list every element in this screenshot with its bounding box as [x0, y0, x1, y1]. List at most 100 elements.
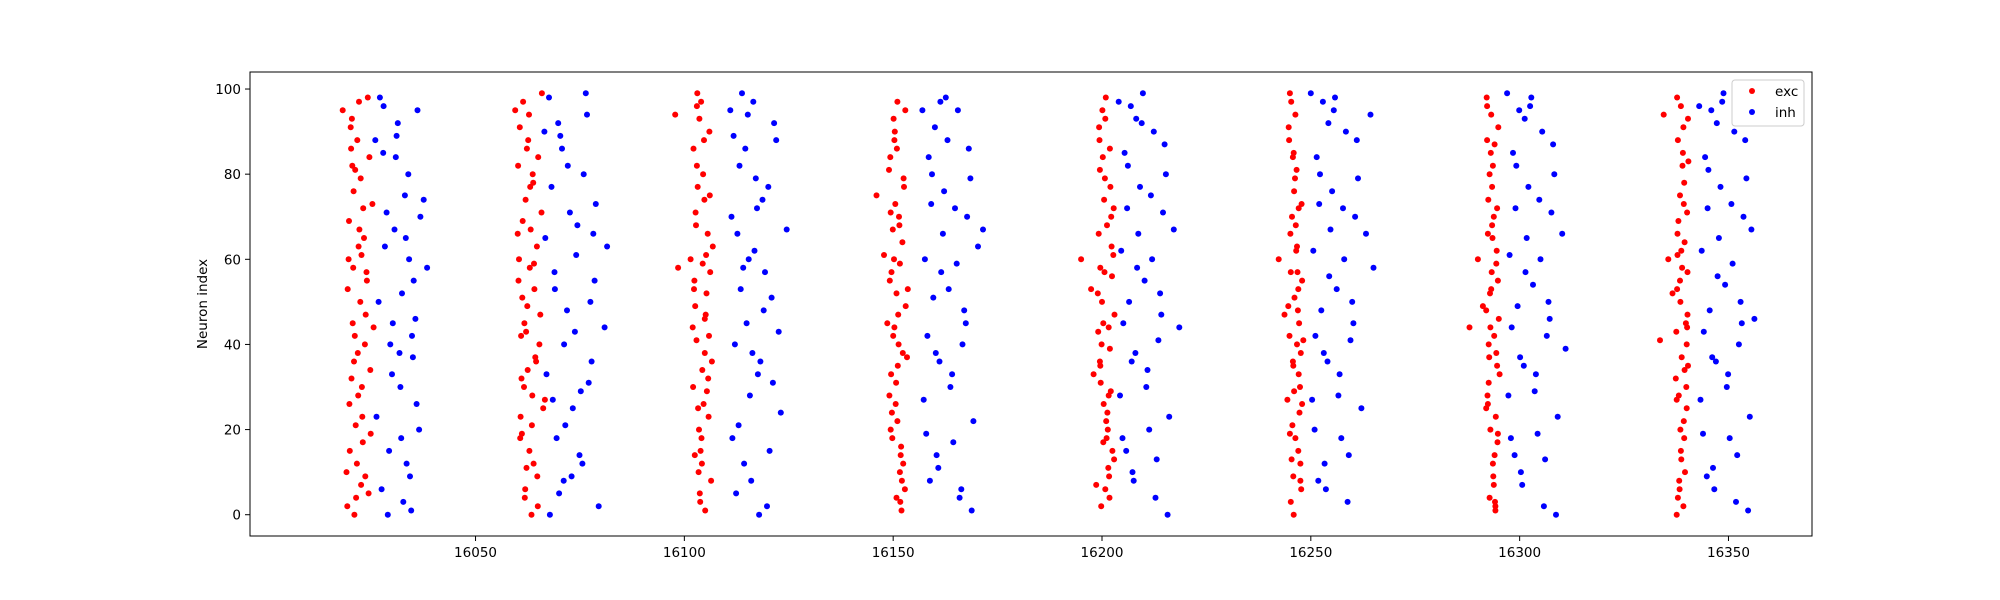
spike-point-inh [1714, 273, 1721, 280]
spike-point-inh [1330, 107, 1337, 114]
spike-point-inh [924, 332, 931, 339]
spike-point-inh [1522, 269, 1529, 276]
spike-point-inh [541, 128, 548, 135]
spike-point-inh [1504, 90, 1511, 97]
spike-point-inh [757, 358, 764, 365]
spike-point-exc [897, 452, 904, 459]
spike-point-exc [699, 367, 706, 373]
spike-point-inh [380, 149, 387, 156]
x-tick-label: 16100 [663, 545, 706, 561]
spike-point-exc [1684, 311, 1691, 318]
spike-point-exc [530, 460, 537, 467]
spike-point-inh [754, 205, 760, 212]
spike-point-exc [1101, 196, 1108, 203]
spike-point-inh [1710, 464, 1716, 471]
spike-point-inh [412, 315, 419, 322]
spike-point-exc [351, 511, 358, 518]
spike-point-inh [777, 409, 784, 416]
spike-point-inh [783, 226, 790, 233]
spike-point-inh [591, 277, 598, 284]
spike-point-exc [1288, 98, 1295, 105]
spike-point-exc [1491, 141, 1498, 148]
spike-point-inh [773, 137, 780, 144]
y-tick-label: 20 [224, 423, 241, 439]
spike-point-exc [672, 111, 679, 118]
spike-point-inh [1160, 209, 1166, 216]
spike-point-inh [380, 103, 387, 110]
spike-point-exc [357, 175, 364, 182]
spike-point-inh [766, 447, 773, 454]
spike-point-inh [756, 511, 763, 518]
spike-point-inh [1709, 354, 1716, 361]
spike-point-inh [400, 498, 407, 505]
spike-point-exc [529, 392, 536, 399]
spike-point-exc [896, 213, 902, 220]
spike-point-exc [1681, 435, 1688, 442]
spike-point-exc [1685, 362, 1691, 369]
spike-point-exc [352, 422, 359, 429]
spike-point-exc [361, 341, 368, 348]
spike-point-exc [541, 396, 548, 403]
spike-point-exc [693, 103, 700, 110]
spike-point-inh [925, 154, 932, 161]
spike-point-exc [1495, 124, 1502, 131]
spike-point-exc [1479, 303, 1486, 310]
spike-point-exc [1099, 298, 1105, 305]
spike-point-inh [1349, 298, 1356, 305]
spike-point-inh [1517, 354, 1524, 361]
spike-point-inh [1737, 298, 1744, 305]
spike-point-exc [708, 477, 715, 484]
spike-point-exc [1110, 252, 1117, 258]
spike-point-exc [358, 384, 365, 390]
spike-point-exc [1685, 158, 1692, 165]
spike-point-inh [1333, 286, 1340, 293]
spike-point-exc [891, 324, 898, 331]
spike-point-exc [691, 286, 697, 293]
spike-point-inh [936, 358, 943, 365]
spike-point-inh [1141, 277, 1148, 284]
spike-point-exc [892, 201, 899, 207]
x-tick-label: 16200 [1081, 545, 1124, 561]
spike-point-exc [369, 201, 376, 207]
spike-point-exc [1100, 439, 1107, 446]
spike-point-exc [1484, 392, 1491, 399]
spike-point-inh [752, 175, 759, 182]
spike-point-exc [1678, 354, 1685, 361]
spike-point-inh [424, 264, 431, 271]
spike-point-inh [577, 388, 584, 395]
spike-point-exc [699, 260, 706, 267]
spike-point-exc [1679, 149, 1686, 156]
spike-point-exc [1674, 494, 1681, 501]
spike-point-inh [1740, 213, 1747, 220]
spike-point-inh [1326, 273, 1333, 280]
spike-point-exc [689, 324, 696, 331]
spike-point-inh [1130, 477, 1137, 484]
spike-point-inh [416, 426, 423, 433]
spike-point-exc [1290, 511, 1297, 518]
spike-point-inh [965, 145, 972, 152]
spike-point-inh [1161, 141, 1168, 148]
spike-point-inh [1176, 324, 1183, 331]
spike-point-exc [523, 464, 530, 471]
spike-point-exc [700, 171, 707, 178]
spike-point-inh [736, 162, 743, 169]
spike-point-exc [1489, 222, 1496, 229]
spike-point-exc [898, 477, 905, 484]
spike-point-exc [526, 111, 532, 118]
spike-point-inh [566, 209, 573, 216]
spike-point-exc [1493, 350, 1500, 356]
spike-point-inh [748, 477, 755, 484]
spike-point-inh [1324, 358, 1331, 365]
spike-point-exc [1484, 137, 1491, 144]
spike-point-inh [1139, 90, 1146, 97]
spike-point-exc [900, 460, 907, 467]
spike-point-inh [1562, 345, 1569, 352]
spike-point-inh [392, 154, 399, 161]
spike-point-exc [693, 162, 700, 169]
spike-point-exc [1674, 230, 1681, 237]
spike-point-exc [1484, 230, 1491, 237]
spike-point-inh [592, 201, 599, 207]
spike-point-inh [1553, 511, 1559, 518]
spike-point-exc [1285, 124, 1292, 131]
spike-point-inh [952, 205, 958, 212]
